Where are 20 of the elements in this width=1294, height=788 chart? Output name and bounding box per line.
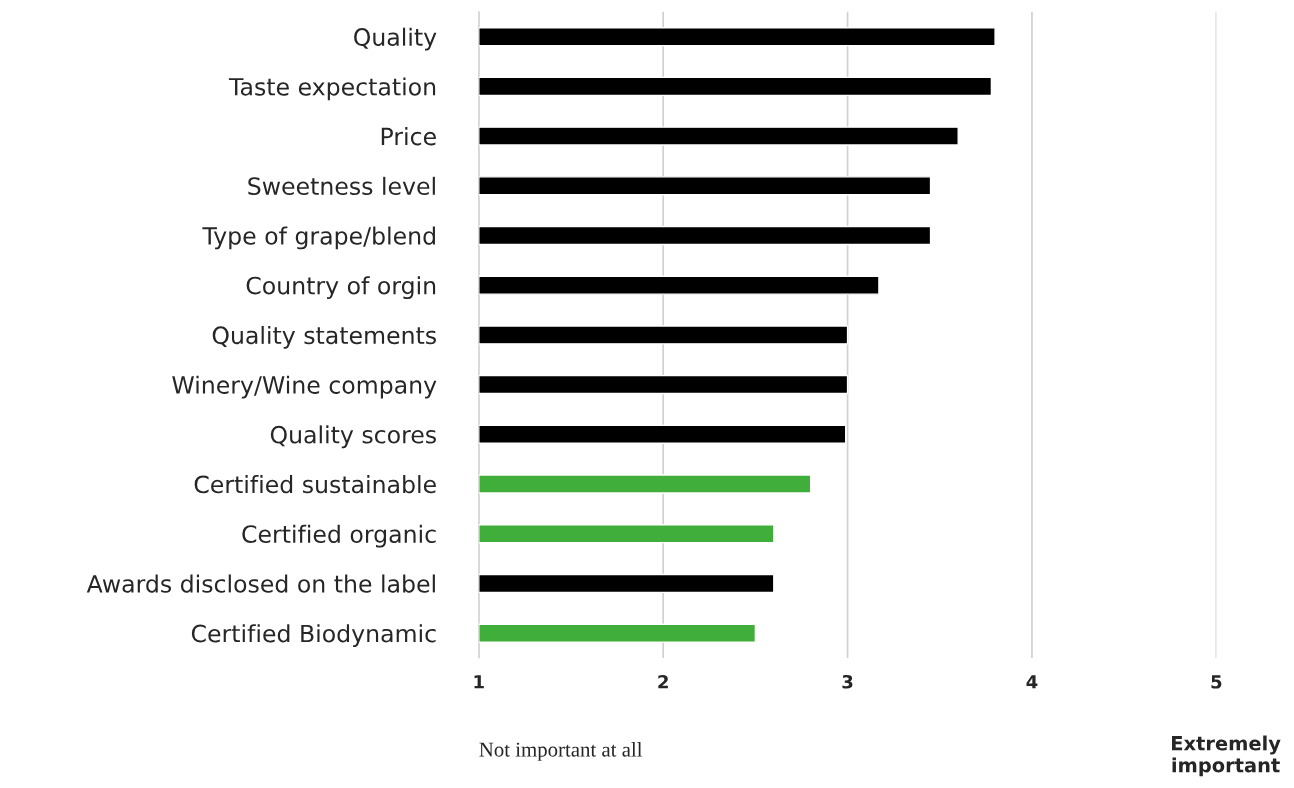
- y-tick-label: Awards disclosed on the label: [86, 574, 435, 593]
- text: Extremely important: [1172, 735, 1281, 777]
- y-tick-label: Quality statements: [212, 325, 436, 349]
- y-tick-label: Certified organic: [242, 524, 436, 548]
- x-tick-label: 5: [1211, 675, 1222, 689]
- x-tick-label: 4: [1026, 675, 1038, 689]
- y-tick-label: Type of grape/blend: [202, 226, 435, 250]
- y-tick-label: Sweetness level: [248, 176, 435, 196]
- y-tick-label: Country of orgin: [246, 276, 436, 300]
- text: Not important at all: [479, 741, 643, 761]
- x-tick-label: 2: [658, 674, 668, 689]
- y-tick-label: Taste expectation: [228, 77, 436, 101]
- y-tick-label: Winery/Wine company: [172, 375, 437, 399]
- y-tick-label: Certified Biodynamic: [191, 624, 436, 648]
- y-tick-label: Quality scores: [270, 425, 436, 449]
- y-tick-label: Certified sustainable: [194, 475, 436, 494]
- x-tick-label: 3: [842, 674, 853, 689]
- x-tick-label: 1: [474, 675, 484, 689]
- y-tick-label: Quality: [354, 27, 437, 51]
- y-tick-label: Price: [381, 127, 436, 146]
